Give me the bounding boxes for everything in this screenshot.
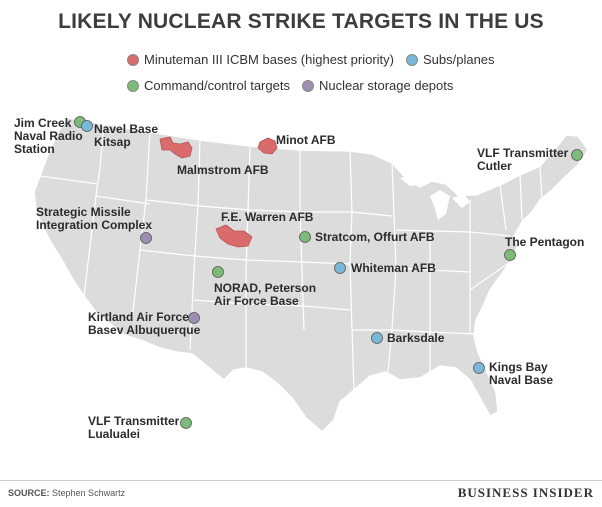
label-stratcom: Stratcom, Offurt AFB bbox=[315, 230, 435, 244]
label-kings-bay: Kings Bay Naval Base bbox=[489, 360, 553, 387]
source-credit: SOURCE: Stephen Schwartz bbox=[8, 488, 125, 498]
label-whiteman: Whiteman AFB bbox=[351, 261, 436, 275]
legend-item-command: Command/control targets bbox=[127, 78, 290, 93]
kirtland-marker-icon bbox=[188, 312, 200, 324]
label-pentagon: The Pentagon bbox=[505, 235, 584, 249]
strategic-missile-marker-icon bbox=[140, 232, 152, 244]
whiteman-marker-icon bbox=[334, 262, 346, 274]
lualualei-marker-icon bbox=[180, 417, 192, 429]
us-map: Jim Creek Naval Radio Station Navel Base Ki… bbox=[14, 116, 589, 441]
label-strategic-missile: Strategic Missile Integration Complex bbox=[36, 205, 152, 232]
malmstrom-icbm-area bbox=[159, 136, 193, 159]
great-lakes bbox=[400, 174, 470, 220]
barksdale-marker-icon bbox=[371, 332, 383, 344]
storage-swatch-icon bbox=[301, 79, 314, 92]
cutler-marker-icon bbox=[571, 149, 583, 161]
label-malmstrom: Malmstrom AFB bbox=[177, 163, 269, 177]
label-barksdale: Barksdale bbox=[387, 331, 445, 345]
icbm-swatch-icon bbox=[127, 53, 139, 66]
legend-row-2: Command/control targets Nuclear storage … bbox=[127, 78, 465, 93]
label-cutler: VLF Transmitter Cutler bbox=[477, 146, 569, 173]
legend-item-storage: Nuclear storage depots bbox=[301, 78, 454, 93]
label-minot: Minot AFB bbox=[276, 133, 336, 147]
label-jim-creek: Jim Creek Naval Radio Station bbox=[14, 116, 83, 156]
pentagon-marker-icon bbox=[504, 249, 516, 261]
norad-marker-icon bbox=[212, 266, 224, 278]
label-kitsap: Navel Base Kitsap bbox=[94, 122, 158, 149]
label-kirtland: Kirtland Air Force Basev Albuquerque bbox=[88, 310, 201, 337]
legend-label-command: Command/control targets bbox=[144, 78, 290, 93]
fe-warren-icbm-area bbox=[215, 224, 253, 248]
subs-swatch-icon bbox=[405, 53, 418, 66]
map-title: LIKELY NUCLEAR STRIKE TARGETS IN THE US bbox=[58, 10, 544, 33]
kings-bay-marker-icon bbox=[473, 362, 485, 374]
legend-label-storage: Nuclear storage depots bbox=[318, 78, 454, 93]
label-lualualei: VLF Transmitter Lualualei bbox=[88, 414, 180, 441]
footer: SOURCE: Stephen Schwartz BUSINESS INSIDE… bbox=[0, 480, 602, 507]
minot-icbm-area bbox=[257, 137, 278, 155]
legend-row-1: Minuteman III ICBM bases (highest priori… bbox=[127, 52, 507, 67]
stratcom-marker-icon bbox=[299, 231, 311, 243]
legend-label-icbm: Minuteman III ICBM bases (highest priori… bbox=[144, 52, 394, 67]
command-swatch-icon bbox=[127, 79, 139, 92]
kitsap-marker-icon bbox=[81, 120, 93, 132]
legend-item-subs: Subs/planes bbox=[405, 52, 495, 67]
brand-logo: BUSINESS INSIDER bbox=[457, 485, 594, 500]
legend-item-icbm: Minuteman III ICBM bases (highest priori… bbox=[127, 52, 394, 67]
label-fe-warren: F.E. Warren AFB bbox=[221, 210, 314, 224]
source-text: Stephen Schwartz bbox=[52, 488, 126, 498]
legend-label-subs: Subs/planes bbox=[422, 52, 495, 67]
label-norad: NORAD, Peterson Air Force Base bbox=[214, 281, 316, 308]
source-label: SOURCE: bbox=[8, 488, 50, 498]
